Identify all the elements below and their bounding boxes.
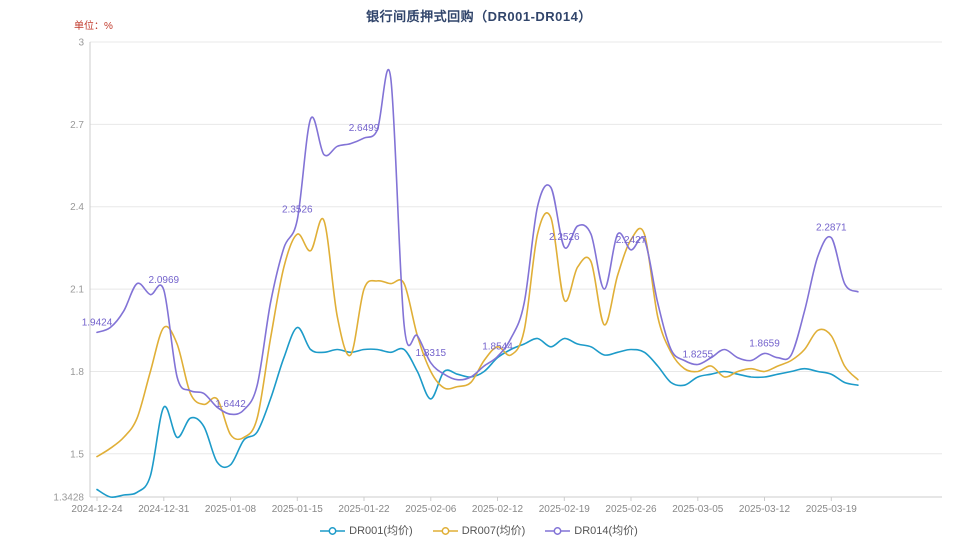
x-axis-label: 2025-02-26 xyxy=(605,504,657,515)
legend-line-marker-icon xyxy=(432,527,458,535)
unit-label: 单位：% xyxy=(74,21,113,32)
x-axis-label: 2025-01-22 xyxy=(338,504,390,515)
legend-label: DR014(均价) xyxy=(574,525,638,537)
chart-title: 银行间质押式回购（DR001-DR014） xyxy=(366,9,592,24)
x-axis-label: 2025-02-06 xyxy=(405,504,457,515)
point-label: 2.3526 xyxy=(282,205,313,216)
x-axis-label: 2025-03-12 xyxy=(739,504,791,515)
x-axis-label: 2025-03-05 xyxy=(672,504,724,515)
y-axis-label: 2.4 xyxy=(70,202,84,213)
x-axis-label: 2025-03-19 xyxy=(806,504,858,515)
legend-label: DR007(均价) xyxy=(461,525,526,537)
y-axis-label: 1.8 xyxy=(70,367,84,378)
legend-item-dr007[interactable]: DR007(均价) xyxy=(432,525,526,537)
legend-line-marker-icon xyxy=(545,527,571,535)
y-axis-label: 2.1 xyxy=(70,285,84,296)
y-axis-label: 2.7 xyxy=(70,120,84,131)
point-label: 1.8255 xyxy=(683,350,714,361)
legend-label: DR001(均价) xyxy=(349,525,413,537)
point-label: 1.8315 xyxy=(416,348,447,359)
point-label: 2.2427 xyxy=(616,235,647,246)
x-axis-label: 2025-01-15 xyxy=(272,504,324,515)
point-label: 1.8659 xyxy=(749,338,780,349)
y-axis-label: 3 xyxy=(78,38,84,49)
series-line-dr014 xyxy=(96,68,859,416)
x-axis-label: 2025-02-12 xyxy=(472,504,524,515)
x-axis-label: 2024-12-24 xyxy=(71,504,123,515)
y-axis-label: 1.5 xyxy=(70,449,84,460)
point-label: 2.2526 xyxy=(549,232,580,243)
point-label: 1.8544 xyxy=(482,342,513,353)
y-axis-label: 1.3428 xyxy=(53,493,84,504)
point-label: 2.0969 xyxy=(149,275,180,286)
point-label: 1.9424 xyxy=(82,317,113,328)
x-axis-label: 2025-01-08 xyxy=(205,504,257,515)
legend-item-dr001[interactable]: DR001(均价) xyxy=(320,525,413,537)
series-line-dr007 xyxy=(96,212,859,458)
legend-line-marker-icon xyxy=(320,527,346,535)
x-axis-label: 2025-02-19 xyxy=(539,504,591,515)
series-line-dr001 xyxy=(96,326,859,499)
legend-item-dr014[interactable]: DR014(均价) xyxy=(545,525,638,537)
point-label: 2.6499 xyxy=(349,123,380,134)
point-label: 2.2871 xyxy=(816,223,847,234)
point-label: 1.6442 xyxy=(215,399,246,410)
x-axis-label: 2024-12-31 xyxy=(138,504,190,515)
chart-legend: DR001(均价) DR007(均价) DR014(均价) xyxy=(0,525,958,537)
